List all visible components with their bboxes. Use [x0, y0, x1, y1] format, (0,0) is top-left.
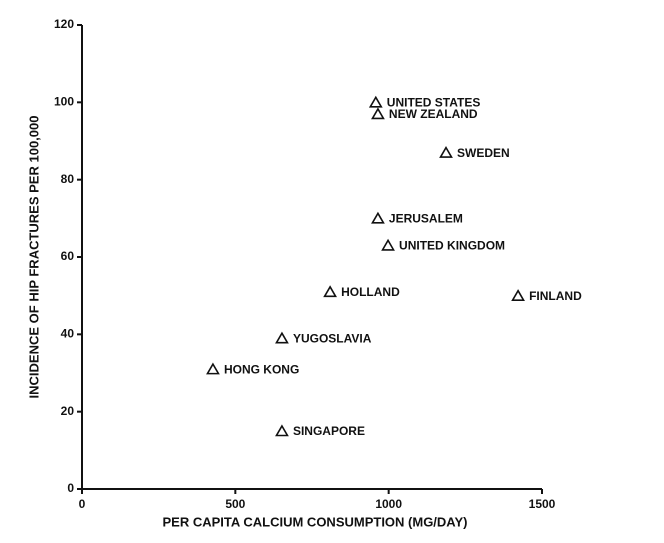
point-label: HONG KONG	[224, 362, 299, 376]
point	[439, 146, 453, 158]
x-tick-label: 0	[79, 497, 86, 511]
x-tick-label: 500	[225, 497, 245, 511]
point-label: JERUSALEM	[389, 212, 463, 226]
point	[323, 285, 337, 298]
point-label: YUGOSLAVIA	[293, 331, 372, 345]
point	[371, 107, 385, 120]
point	[206, 362, 220, 375]
point	[368, 95, 383, 108]
y-tick-label: 60	[61, 249, 75, 263]
point	[275, 424, 289, 437]
point-label: UNITED STATES	[387, 96, 481, 110]
point	[511, 289, 525, 301]
point-label: SWEDEN	[457, 146, 510, 160]
y-tick-label: 120	[54, 17, 74, 31]
y-tick-label: 20	[61, 404, 75, 418]
x-tick-label: 1500	[529, 497, 556, 511]
point-label: HOLLAND	[341, 285, 400, 299]
point	[275, 331, 289, 344]
point-label: SINGAPORE	[293, 424, 365, 438]
y-tick-label: 80	[61, 172, 75, 186]
point-label: FINLAND	[529, 289, 582, 303]
y-axis-title: INCIDENCE OF HIP FRACTURES PER 100,000	[26, 116, 41, 399]
y-tick-label: 40	[61, 327, 75, 341]
point	[371, 211, 385, 224]
y-tick-label: 0	[67, 481, 74, 495]
x-axis-title: PER CAPITA CALCIUM CONSUMPTION (MG/DAY)	[162, 514, 467, 529]
point-label: NEW ZEALAND	[389, 107, 478, 121]
point	[381, 238, 395, 251]
y-tick-label: 100	[54, 95, 74, 109]
point-label: UNITED KINGDOM	[399, 239, 505, 253]
x-tick-label: 1000	[375, 497, 402, 511]
